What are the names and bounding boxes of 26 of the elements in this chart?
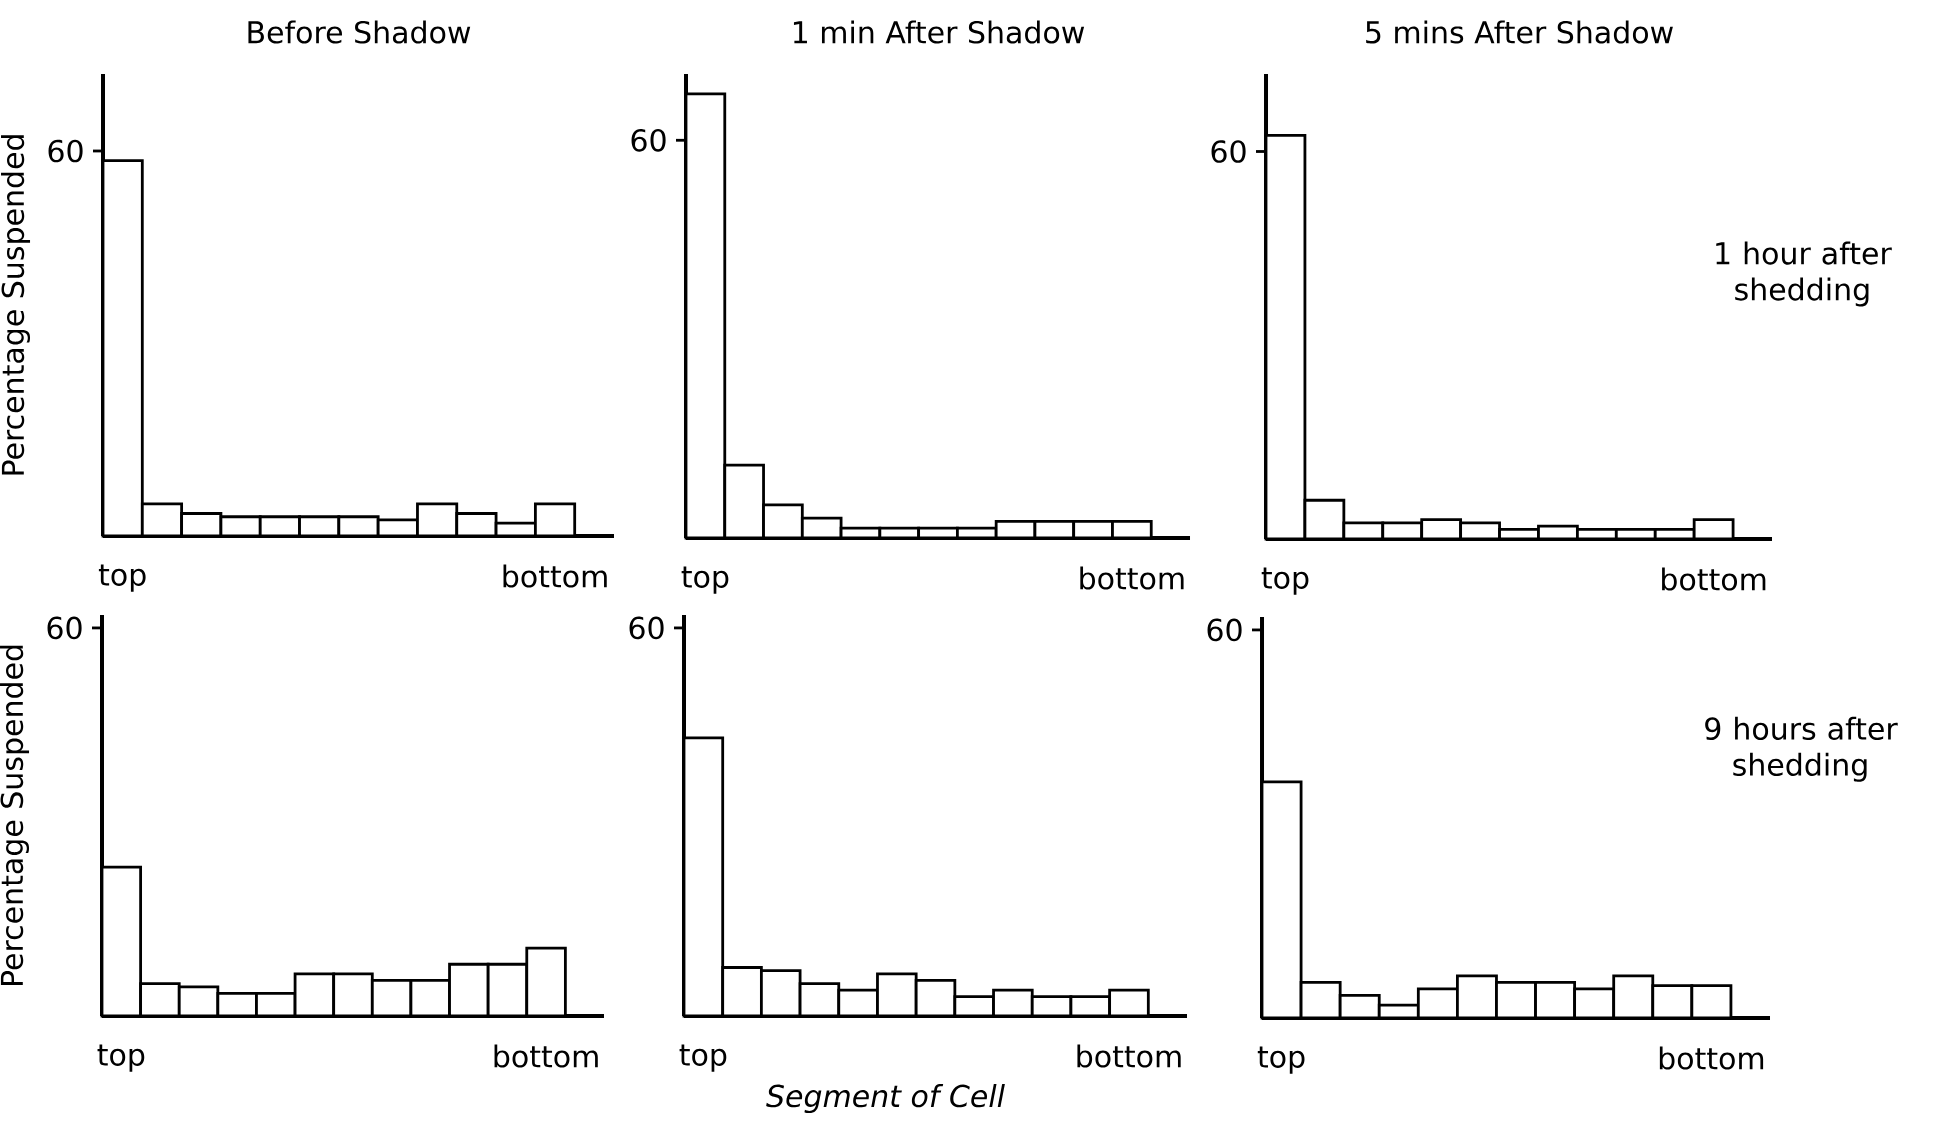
y-tick-label: 60 (629, 616, 664, 640)
x-tick-label: bottom (494, 1044, 598, 1068)
x-tick-label: bottom (1659, 1046, 1764, 1070)
y-tick-label: 60 (1207, 618, 1242, 642)
y-axis-title: Percentage Suspended (0, 645, 30, 986)
y-tick-label: 60 (1211, 140, 1246, 163)
y-tick-label: 60 (47, 616, 82, 640)
x-tick-label: top (98, 564, 146, 592)
x-axis-title: Segment of Cell (766, 1084, 1005, 1114)
x-tick-label: top (1257, 1046, 1305, 1074)
x-tick-label: bottom (1662, 567, 1766, 591)
chart-title: Before Shadow (248, 20, 471, 44)
chart-title: 5 mins After Shadow (1366, 20, 1673, 44)
x-tick-label: top (97, 1044, 145, 1072)
x-tick-label: top (681, 566, 729, 594)
annotation: 1 hour after shedding (1716, 241, 1892, 307)
annotation: 9 hours after shedding (1705, 716, 1898, 782)
y-axis-title: Percentage Suspended (1, 135, 31, 475)
y-tick-label: 60 (631, 128, 666, 152)
x-tick-label: bottom (1080, 566, 1184, 590)
x-tick-label: top (1261, 567, 1309, 595)
y-tick-label: 60 (48, 139, 83, 163)
x-tick-label: top (679, 1044, 727, 1072)
x-tick-label: bottom (503, 564, 607, 588)
x-tick-label: bottom (1077, 1044, 1181, 1068)
chart-title: 1 min After Shadow (793, 20, 1085, 44)
